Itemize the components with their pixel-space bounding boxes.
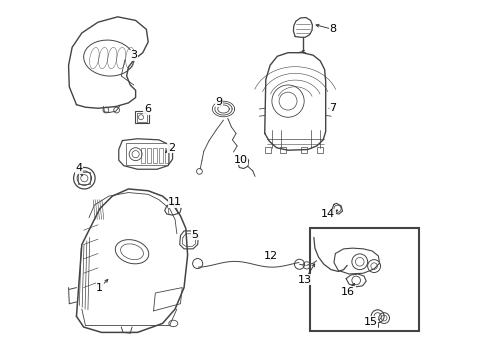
Bar (301, 147, 307, 153)
Bar (135, 111, 149, 123)
Text: 4: 4 (76, 163, 83, 173)
Text: 9: 9 (215, 97, 222, 107)
Text: 3: 3 (130, 50, 137, 60)
Text: 13: 13 (298, 275, 312, 285)
Text: 11: 11 (168, 197, 182, 207)
Bar (141, 148, 145, 163)
Bar (310, 228, 419, 330)
Bar (137, 113, 147, 122)
Text: 8: 8 (329, 24, 337, 35)
Bar (280, 147, 286, 153)
Text: 12: 12 (264, 251, 278, 261)
Bar (126, 143, 168, 165)
Text: 7: 7 (329, 103, 337, 113)
Text: 2: 2 (168, 143, 175, 153)
Text: 5: 5 (191, 230, 198, 239)
Text: 16: 16 (341, 287, 355, 297)
Bar (147, 148, 151, 163)
Text: 14: 14 (321, 209, 335, 219)
Text: 1: 1 (96, 283, 103, 293)
Bar (153, 148, 157, 163)
Bar (318, 147, 323, 153)
Bar (78, 172, 91, 184)
Text: 10: 10 (233, 155, 247, 165)
Bar (166, 148, 169, 163)
Bar (159, 148, 163, 163)
Text: 6: 6 (144, 104, 151, 114)
Bar (266, 147, 271, 153)
Text: 15: 15 (364, 317, 377, 327)
